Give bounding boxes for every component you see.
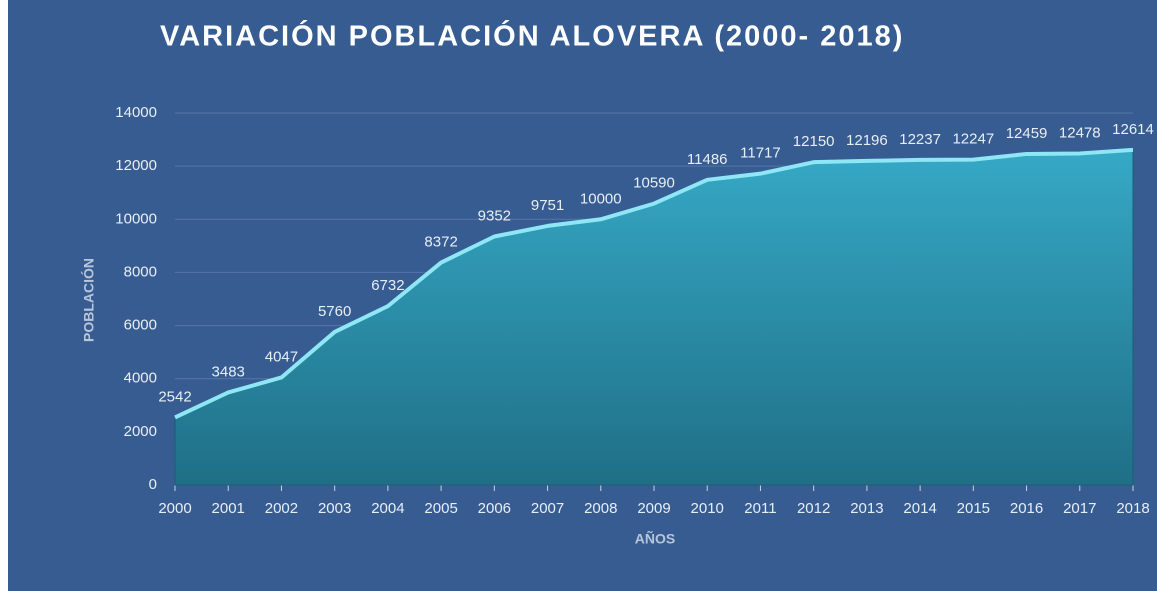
x-tick-label: 2000 (158, 500, 191, 517)
y-axis-title: POBLACIÓN (80, 258, 97, 342)
y-tick-label: 12000 (115, 157, 157, 174)
data-label: 10000 (580, 190, 622, 207)
x-tick-label: 2003 (318, 500, 351, 517)
data-label: 12614 (1112, 121, 1154, 138)
data-label: 12150 (793, 133, 835, 150)
area-line (174, 147, 1134, 420)
data-label: 12247 (952, 131, 994, 148)
data-label: 3483 (212, 363, 245, 380)
y-tick-label: 4000 (124, 370, 157, 387)
y-tick-label: 6000 (124, 317, 157, 334)
x-tick-label: 2001 (212, 500, 245, 517)
x-tick-label: 2007 (531, 500, 564, 517)
x-tick-label: 2002 (265, 500, 298, 517)
data-label: 4047 (265, 348, 298, 365)
x-tick-label: 2015 (957, 500, 990, 517)
data-label: 9751 (531, 197, 564, 214)
data-label: 11486 (687, 151, 728, 168)
x-tick-label: 2013 (850, 500, 883, 517)
x-tick-label: 2004 (371, 500, 404, 517)
x-tick-label: 2016 (1010, 500, 1043, 517)
x-tick-label: 2018 (1116, 500, 1149, 517)
data-label: 9352 (478, 207, 511, 224)
x-tick-label: 2005 (424, 500, 457, 517)
x-tick-label: 2010 (691, 500, 724, 517)
data-label: 12237 (899, 131, 941, 148)
data-label: 8372 (424, 234, 457, 251)
data-label: 12196 (846, 132, 888, 149)
y-tick-label: 8000 (124, 263, 157, 280)
data-label: 11717 (740, 145, 781, 162)
data-label: 12478 (1059, 124, 1101, 141)
y-tick-label: 14000 (115, 104, 157, 121)
x-tick-label: 2008 (584, 500, 617, 517)
x-tick-label: 2011 (744, 500, 776, 517)
x-tick-label: 2009 (637, 500, 670, 517)
chart-title: VARIACIÓN POBLACIÓN ALOVERA (2000- 2018) (160, 19, 904, 53)
y-tick-label: 2000 (124, 423, 157, 440)
y-tick-label: 0 (149, 476, 157, 493)
x-tick-label: 2012 (797, 500, 830, 517)
x-tick-label: 2014 (903, 500, 936, 517)
y-tick-label: 10000 (115, 210, 157, 227)
x-tick-label: 2017 (1063, 500, 1096, 517)
data-label: 10590 (633, 175, 675, 192)
x-tick-label: 2006 (478, 500, 511, 517)
data-label: 6732 (371, 277, 404, 294)
x-axis-title: AÑOS (635, 530, 675, 547)
data-label: 5760 (318, 303, 351, 320)
data-label: 12459 (1006, 125, 1048, 142)
data-label: 2542 (158, 388, 191, 405)
